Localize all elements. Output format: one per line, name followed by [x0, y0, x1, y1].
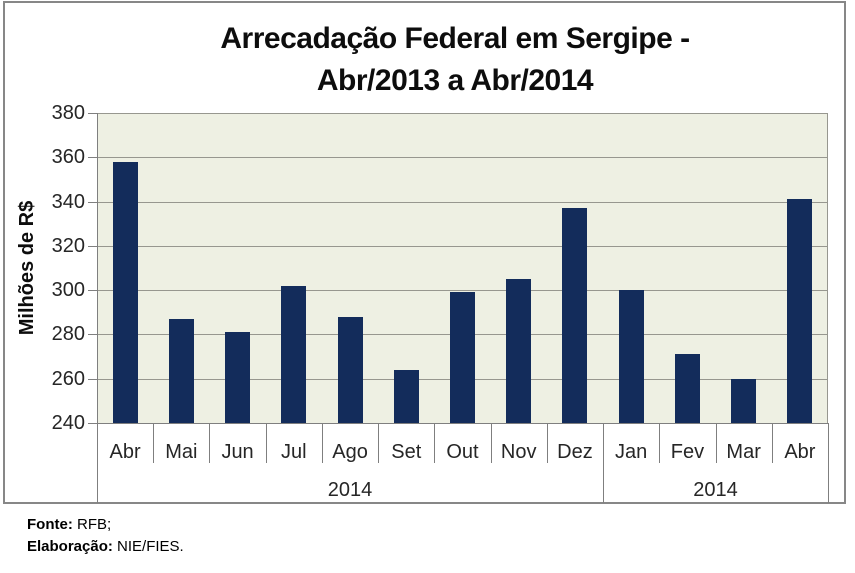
gridline-340: [97, 201, 827, 203]
x-axis-label-abr-0: Abr: [109, 441, 141, 463]
source-label: Fonte:: [27, 516, 73, 533]
y-axis-tick-360: [88, 157, 97, 159]
y-axis-label-380: 380: [51, 102, 85, 124]
y-axis-label-340: 340: [51, 190, 85, 213]
x-axis-label-abr-12: Abr: [784, 441, 816, 463]
gridline-380: [97, 113, 827, 114]
source-line: Fonte: RFB;: [27, 514, 184, 536]
x-axis-label-jan-9: Jan: [615, 441, 648, 463]
group-separator-0-0: [97, 423, 98, 503]
y-axis-tick-320: [88, 245, 97, 247]
group-separator-1-0: [603, 423, 604, 503]
source-value: RFB;: [72, 516, 112, 533]
x-axis-tick-12: [771, 423, 773, 463]
y-axis-label-360: 360: [51, 146, 85, 169]
y-axis-label-280: 280: [51, 323, 85, 346]
elaboration-value: NIE/FIES.: [112, 538, 184, 555]
bar-mar-11: [731, 378, 757, 423]
y-axis-label-300: 300: [51, 279, 85, 302]
x-axis-tick-3: [265, 423, 267, 463]
gridline-320: [97, 245, 827, 247]
bar-jul-3: [281, 285, 307, 423]
bar-set-5: [393, 369, 419, 423]
gridline-300: [97, 290, 827, 292]
bar-out-6: [450, 292, 475, 423]
x-axis-tick-7: [490, 423, 492, 463]
elaboration-line: Elaboração: NIE/FIES.: [27, 536, 184, 558]
x-axis-label-out-6: Out: [446, 441, 479, 463]
y-axis-tick-240: [88, 423, 97, 424]
year-group-label-0: 2014: [327, 479, 373, 501]
year-group-label-1: 2014: [693, 479, 738, 501]
chart-title: Arrecadação Federal em Sergipe - Abr/201…: [60, 18, 850, 102]
gridline-360: [97, 157, 827, 159]
bar-fev-10: [674, 354, 700, 423]
bar-jun-2: [225, 332, 251, 423]
group-separator-1-1: [828, 423, 829, 503]
bar-nov-7: [506, 279, 532, 423]
x-axis-tick-11: [715, 423, 717, 463]
y-axis-tick-340: [88, 201, 97, 203]
x-axis-tick-8: [546, 423, 548, 463]
y-axis-label-260: 260: [51, 367, 85, 390]
x-axis-label-mai-1: Mai: [165, 441, 198, 463]
y-axis-tick-300: [88, 290, 97, 292]
x-axis-label-jun-2: Jun: [221, 441, 254, 463]
y-axis-line: [97, 113, 98, 423]
x-axis-label-ago-4: Ago: [332, 441, 368, 463]
bar-abr-0: [112, 161, 138, 423]
x-axis-label-fev-10: Fev: [670, 441, 705, 463]
bar-mai-1: [168, 318, 194, 423]
x-axis-label-mar-11: Mar: [726, 441, 761, 463]
elaboration-label: Elaboração:: [27, 538, 113, 555]
bar-dez-8: [562, 208, 588, 423]
x-axis-line: [97, 423, 829, 424]
x-axis-label-set-5: Set: [391, 441, 422, 463]
bar-abr-12: [787, 199, 813, 423]
bar-jan-9: [618, 290, 644, 423]
x-axis-label-nov-7: Nov: [500, 441, 537, 463]
x-axis-label-jul-3: Jul: [281, 441, 307, 463]
y-axis-label-320: 320: [51, 234, 85, 257]
x-axis-tick-6: [434, 423, 436, 463]
y-axis-tick-260: [88, 378, 97, 380]
x-axis-tick-2: [209, 423, 211, 463]
chart-title-line2: Abr/2013 a Abr/2014: [316, 64, 594, 97]
y-axis-tick-380: [88, 113, 97, 114]
y-axis-tick-280: [88, 334, 97, 336]
x-axis-tick-4: [321, 423, 323, 463]
x-axis-tick-10: [659, 423, 661, 463]
bar-ago-4: [337, 316, 363, 423]
x-axis-label-dez-8: Dez: [557, 441, 593, 463]
chart-title-line1: Arrecadação Federal em Sergipe -: [220, 22, 690, 55]
x-axis-tick-5: [378, 423, 380, 463]
y-axis-label-240: 240: [51, 412, 85, 434]
x-axis-tick-1: [153, 423, 155, 463]
source-note: Fonte: RFB; Elaboração: NIE/FIES.: [27, 514, 184, 558]
